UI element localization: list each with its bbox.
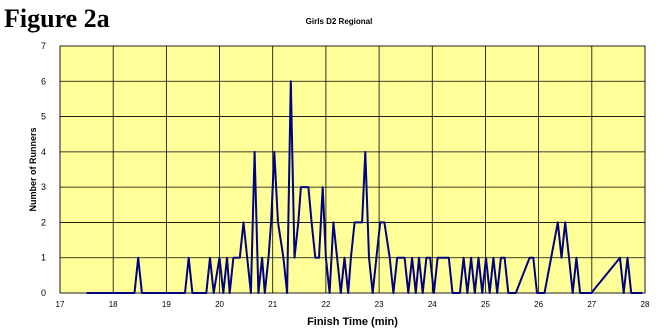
y-tick-label: 4 xyxy=(41,147,46,157)
x-tick-label: 23 xyxy=(375,300,384,309)
x-tick-label: 22 xyxy=(321,300,330,309)
y-tick-label: 6 xyxy=(41,76,46,86)
y-tick-label: 2 xyxy=(41,217,46,227)
x-tick-labels: 17 18 19 20 21 22 23 24 25 26 27 28 xyxy=(56,300,650,309)
x-tick-label: 21 xyxy=(268,300,277,309)
y-axis-label: Number of Runners xyxy=(28,127,38,211)
y-tick-label: 0 xyxy=(41,288,46,298)
y-tick-labels: 0 1 2 3 4 5 6 7 xyxy=(41,41,46,298)
x-axis-label: Finish Time (min) xyxy=(307,316,398,328)
x-tick-label: 19 xyxy=(162,300,171,309)
y-tick-label: 5 xyxy=(41,112,46,122)
x-tick-label: 26 xyxy=(534,300,543,309)
x-tick-label: 28 xyxy=(641,300,650,309)
x-tick-label: 18 xyxy=(109,300,118,309)
x-tick-label: 17 xyxy=(56,300,65,309)
x-tick-label: 24 xyxy=(428,300,437,309)
x-tick-label: 25 xyxy=(481,300,490,309)
y-tick-label: 3 xyxy=(41,182,46,192)
chart-title: Girls D2 Regional xyxy=(305,17,373,26)
x-tick-label: 20 xyxy=(215,300,224,309)
figure-label: Figure 2a xyxy=(4,4,110,33)
gridlines xyxy=(59,45,646,294)
y-tick-label: 1 xyxy=(41,253,46,263)
plot-area xyxy=(59,45,646,294)
series-line xyxy=(86,80,643,294)
x-tick-label: 27 xyxy=(587,300,596,309)
y-tick-label: 7 xyxy=(41,41,46,51)
